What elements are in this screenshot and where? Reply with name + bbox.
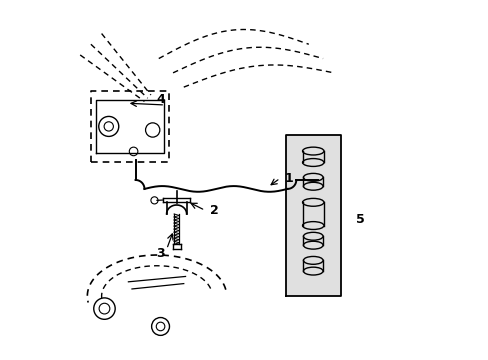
Text: 2: 2	[209, 204, 218, 217]
Text: 4: 4	[156, 93, 164, 106]
Text: 5: 5	[355, 213, 364, 226]
Text: 1: 1	[284, 172, 293, 185]
Bar	[285, 135, 340, 296]
Text: 3: 3	[156, 247, 164, 260]
